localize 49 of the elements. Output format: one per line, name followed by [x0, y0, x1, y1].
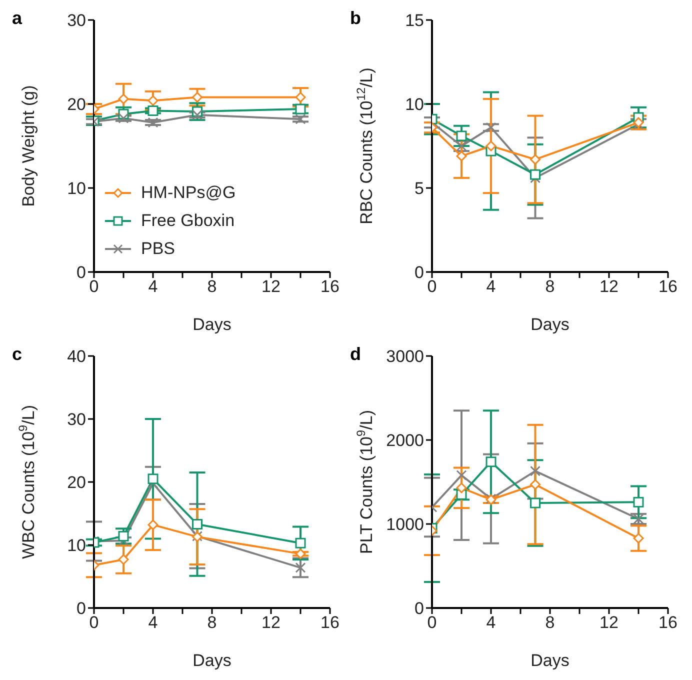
x-tick-label: 0: [427, 277, 437, 296]
x-axis-title: Days: [530, 651, 570, 670]
y-tick-label: 5: [414, 179, 424, 198]
x-tick-label: 4: [148, 277, 158, 296]
y-axis-title: Body Weight (g): [19, 85, 38, 207]
legend-label: PBS: [141, 239, 176, 259]
y-tick-label: 10: [405, 95, 424, 114]
x-tick-label: 12: [600, 277, 618, 296]
y-tick-label: 3000: [386, 347, 424, 366]
y-tick-label: 15: [405, 11, 424, 30]
x-tick-label: 4: [486, 277, 496, 296]
chart-title: d: [350, 344, 361, 365]
y-tick-label: 1000: [386, 515, 424, 534]
legend-label: Free Gboxin: [141, 211, 235, 231]
x-tick-label: 16: [658, 613, 678, 632]
x-tick-label: 0: [427, 613, 437, 632]
y-tick-label: 30: [67, 11, 86, 30]
x-tick-label: 8: [545, 613, 555, 632]
chart-title: c: [12, 344, 22, 365]
x-tick-label: 0: [89, 277, 99, 296]
y-tick-label: 30: [67, 410, 86, 430]
x-tick-label: 8: [207, 277, 217, 296]
x-tick-label: 16: [320, 613, 340, 632]
x-tick-label: 0: [89, 613, 99, 632]
y-tick-label: 10: [67, 179, 86, 198]
x-axis-title: Days: [192, 651, 232, 670]
x-tick-label: 12: [600, 613, 618, 632]
y-tick-label: 0: [76, 599, 86, 618]
x-tick-label: 12: [262, 613, 280, 632]
y-tick-label: 0: [414, 599, 424, 618]
x-tick-label: 8: [545, 277, 555, 296]
y-tick-label: 0: [414, 263, 424, 282]
y-tick-label: 2000: [386, 431, 424, 450]
x-axis-title: Days: [192, 315, 232, 334]
x-tick-label: 16: [658, 277, 678, 296]
y-tick-label: 0: [76, 263, 86, 282]
x-tick-label: 4: [148, 613, 158, 632]
y-tick-label: 10: [67, 536, 86, 556]
x-tick-label: 8: [207, 613, 217, 632]
x-tick-label: 12: [262, 277, 280, 296]
x-tick-label: 16: [320, 277, 340, 296]
x-tick-label: 4: [486, 613, 496, 632]
y-tick-label: 40: [67, 347, 86, 366]
legend-label: HM-NPs@G: [141, 183, 236, 203]
x-axis-title: Days: [530, 315, 570, 334]
y-tick-label: 20: [67, 95, 86, 114]
y-tick-label: 20: [67, 473, 86, 492]
chart-title: b: [350, 8, 361, 29]
chart-title: a: [12, 8, 22, 29]
